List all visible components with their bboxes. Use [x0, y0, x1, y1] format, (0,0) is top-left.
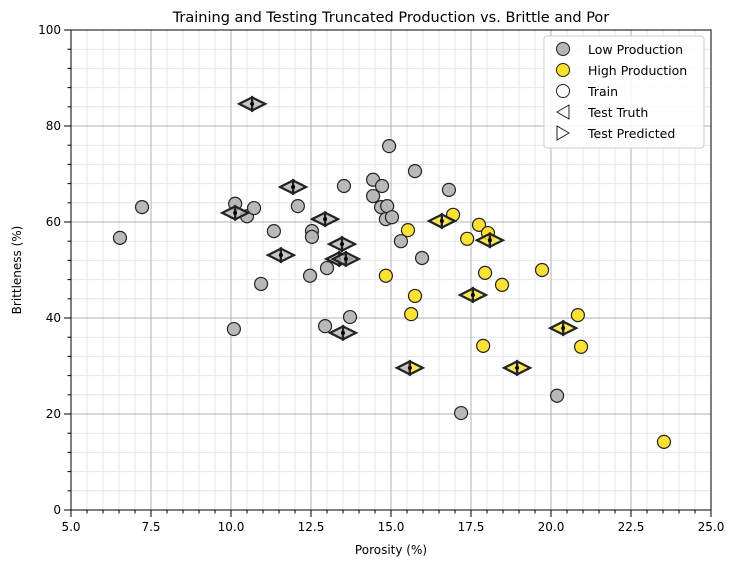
- test-point-center: [323, 217, 328, 222]
- train-point-high: [477, 265, 493, 280]
- legend-high-marker: [556, 63, 570, 77]
- train-point-low: [407, 164, 423, 179]
- train-point-low: [342, 309, 358, 325]
- train-point-low: [302, 268, 318, 283]
- test-point-center: [233, 210, 238, 215]
- test-point-center: [439, 219, 444, 224]
- test-point-center: [250, 101, 255, 106]
- train-point-high: [534, 262, 550, 278]
- x-tick-label: 12.5: [298, 520, 325, 534]
- train-point-high: [656, 434, 672, 449]
- x-axis-label: Porosity (%): [355, 543, 427, 557]
- train-point-low: [441, 182, 457, 197]
- train-point-low: [384, 210, 400, 225]
- data-marks: [112, 95, 672, 449]
- train-point-low: [266, 224, 281, 239]
- train-point-high: [404, 307, 419, 322]
- chart-title: Training and Testing Truncated Productio…: [172, 10, 610, 26]
- train-point-low: [226, 321, 241, 337]
- test-point-center: [407, 365, 412, 370]
- train-point-high: [494, 277, 510, 292]
- x-tick-label: 15.0: [378, 520, 405, 534]
- x-tick-label: 17.5: [458, 520, 485, 534]
- train-point-low: [374, 178, 390, 194]
- train-point-low: [336, 178, 352, 194]
- y-tick-label: 40: [46, 311, 61, 325]
- y-tick-label: 20: [46, 407, 61, 421]
- train-point-low: [304, 229, 320, 244]
- train-point-low: [393, 234, 409, 249]
- legend-low-label: Low Production: [588, 42, 683, 57]
- y-tick-label: 0: [53, 503, 61, 517]
- y-tick-label: 60: [46, 215, 61, 229]
- legend-low-marker: [556, 42, 570, 56]
- train-point-high: [407, 288, 423, 304]
- legend-test-truth-label: Test Truth: [587, 105, 648, 120]
- train-point-low: [246, 200, 262, 216]
- y-tick-label: 100: [38, 23, 61, 37]
- x-tick-label: 10.0: [218, 520, 245, 534]
- train-point-low: [112, 230, 128, 245]
- grid: [70, 29, 712, 511]
- y-tick-label: 80: [46, 119, 61, 133]
- legend-test-truth-marker: [556, 104, 570, 120]
- test-point-center: [341, 330, 345, 335]
- train-point-high: [476, 338, 491, 353]
- train-point-low: [319, 260, 335, 276]
- train-point-low: [549, 388, 565, 403]
- train-point-low: [253, 276, 269, 292]
- test-point-center: [343, 256, 348, 261]
- train-point-high: [400, 223, 416, 238]
- axis-ticks: 5.0 7.5 10.0 12.5 15.0 17.5 20.0 22.5 25.0 0 20 40 6…: [38, 23, 724, 534]
- legend-train-label: Train: [587, 84, 618, 99]
- test-point-center: [515, 365, 520, 370]
- legend-test-predicted-marker: [556, 125, 570, 141]
- legend-test-predicted-label: Test Predicted: [587, 126, 675, 141]
- x-tick-label: 20.0: [538, 520, 565, 534]
- train-point-high: [471, 217, 487, 232]
- y-axis-label: Brittleness (%): [10, 226, 24, 315]
- legend: Low Production High Production Train Tes…: [543, 35, 705, 149]
- x-tick-label: 7.5: [141, 520, 160, 534]
- legend-train-marker: [556, 84, 570, 98]
- train-point-low: [317, 319, 333, 334]
- x-tick-label: 22.5: [618, 520, 645, 534]
- x-tick-label: 5.0: [61, 520, 80, 534]
- train-point-low: [290, 199, 305, 214]
- train-point-low: [381, 139, 397, 154]
- x-tick-label: 25.0: [698, 520, 725, 534]
- train-point-high: [573, 339, 589, 354]
- train-point-low: [453, 405, 469, 421]
- train-point-high: [460, 231, 475, 246]
- test-point-center: [278, 253, 283, 258]
- test-point-center: [340, 242, 345, 247]
- test-point-center: [561, 326, 566, 331]
- test-point-center: [470, 292, 475, 297]
- train-point-low: [414, 250, 430, 266]
- test-point-center: [291, 184, 296, 189]
- legend-high-label: High Production: [588, 63, 687, 78]
- legend-box: [543, 35, 705, 149]
- train-point-high: [570, 308, 585, 323]
- train-point-low: [134, 200, 150, 215]
- test-point-center: [487, 238, 492, 243]
- train-point-low: [365, 188, 381, 204]
- train-point-high: [378, 268, 393, 283]
